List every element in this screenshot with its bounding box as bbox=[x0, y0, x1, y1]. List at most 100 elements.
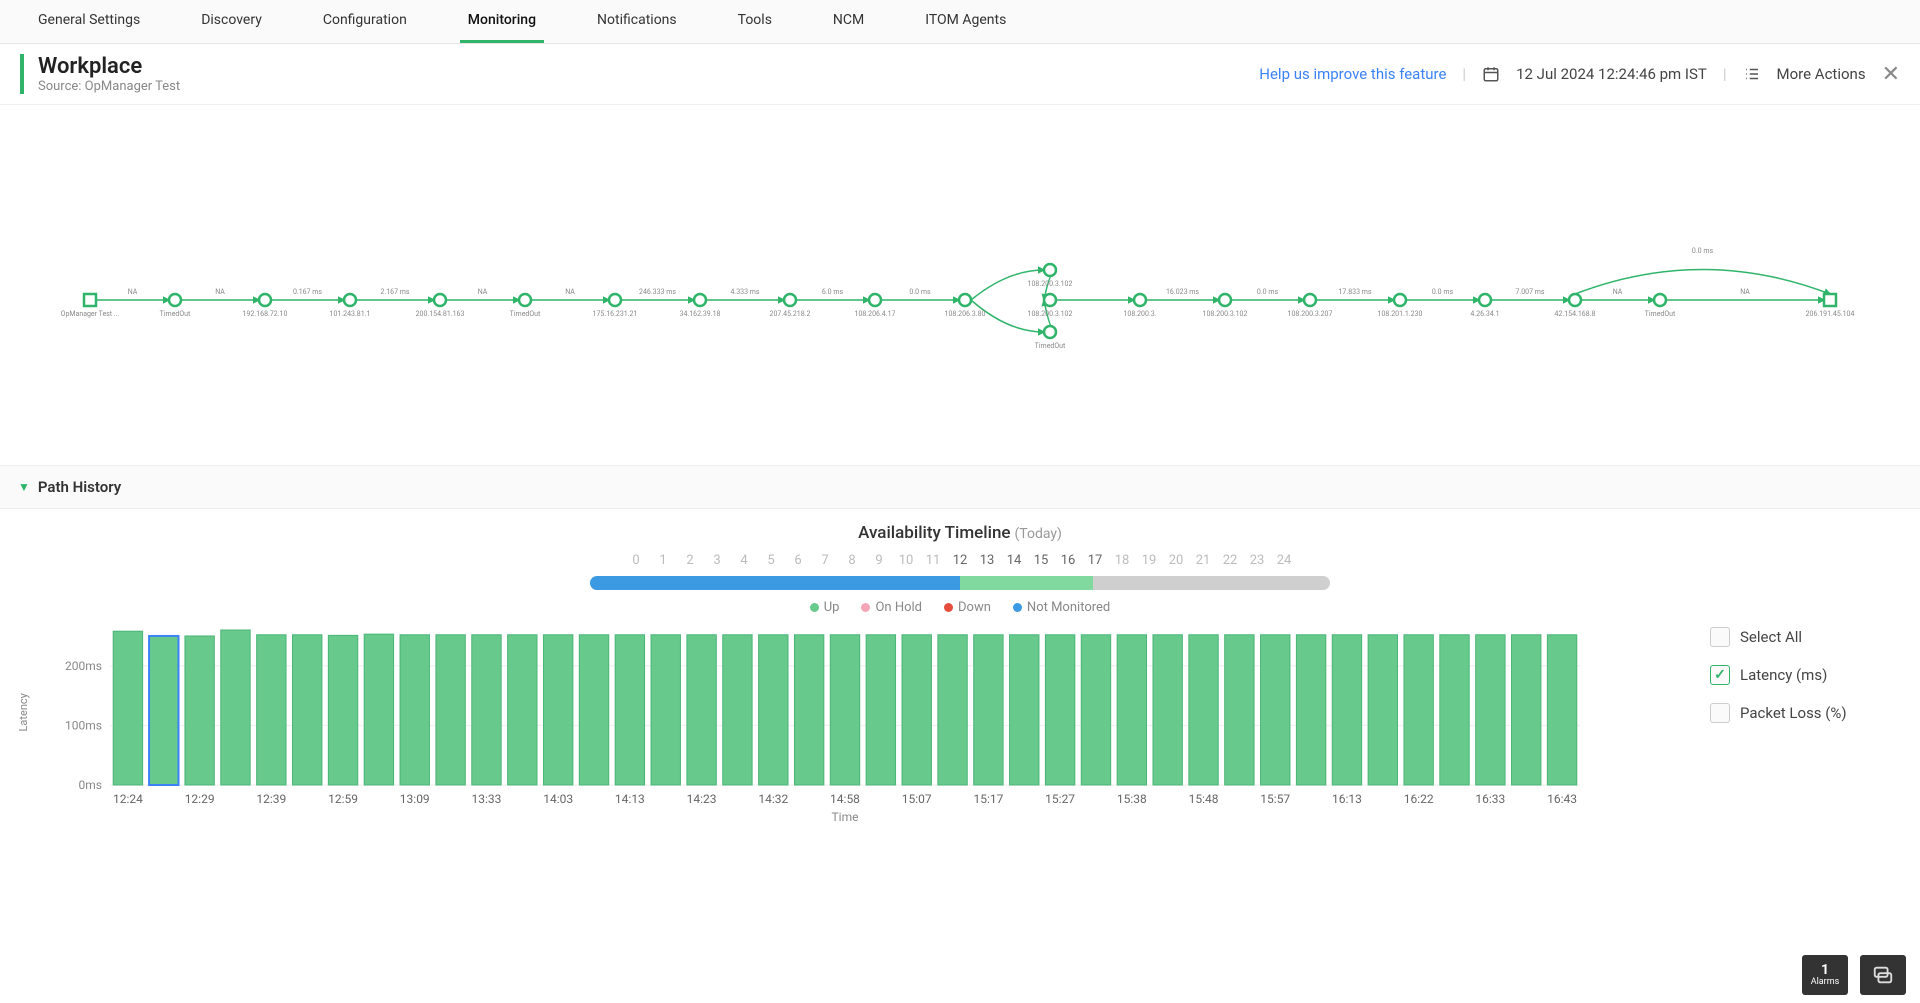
page-subtitle: Source: OpManager Test bbox=[38, 79, 180, 94]
checkbox-box[interactable] bbox=[1710, 627, 1730, 647]
help-link[interactable]: Help us improve this feature bbox=[1259, 65, 1446, 83]
network-path-diagram: NANA0.167 ms2.167 msNANA246.333 ms4.333 … bbox=[0, 105, 1920, 465]
svg-text:13:09: 13:09 bbox=[400, 792, 430, 806]
svg-text:0.0 ms: 0.0 ms bbox=[1692, 247, 1714, 255]
alarms-badge[interactable]: 1 Alarms bbox=[1802, 955, 1848, 995]
tab-ncm[interactable]: NCM bbox=[825, 0, 872, 43]
svg-text:NA: NA bbox=[1740, 288, 1750, 296]
chat-badge[interactable] bbox=[1860, 955, 1906, 995]
close-icon[interactable]: ✕ bbox=[1882, 62, 1900, 87]
hour-tick: 2 bbox=[679, 553, 701, 568]
tab-tools[interactable]: Tools bbox=[730, 0, 780, 43]
tab-itom-agents[interactable]: ITOM Agents bbox=[917, 0, 1014, 43]
hour-tick: 13 bbox=[976, 553, 998, 568]
svg-text:14:23: 14:23 bbox=[687, 792, 717, 806]
svg-text:108.200.3.102: 108.200.3.102 bbox=[1203, 310, 1248, 318]
alarms-label: Alarms bbox=[1811, 977, 1840, 987]
calendar-icon[interactable] bbox=[1482, 65, 1500, 83]
svg-text:13:33: 13:33 bbox=[472, 792, 502, 806]
legend-item: Down bbox=[944, 600, 991, 615]
hour-tick: 3 bbox=[706, 553, 728, 568]
svg-text:108.206.4.17: 108.206.4.17 bbox=[855, 310, 896, 318]
hour-tick: 9 bbox=[868, 553, 890, 568]
latency-chart: Latency 0ms100ms200ms12:2412:2912:3912:5… bbox=[40, 625, 1670, 825]
svg-text:14:03: 14:03 bbox=[543, 792, 573, 806]
availability-timeline: Availability Timeline (Today) 0123456789… bbox=[0, 509, 1920, 615]
svg-text:175.16.231.21: 175.16.231.21 bbox=[593, 310, 638, 318]
hour-tick: 17 bbox=[1084, 553, 1106, 568]
svg-text:42.154.168.8: 42.154.168.8 bbox=[1555, 310, 1596, 318]
svg-text:200.154.81.163: 200.154.81.163 bbox=[416, 310, 465, 318]
list-icon[interactable] bbox=[1743, 65, 1761, 83]
path-history-header[interactable]: ▼ Path History bbox=[0, 465, 1920, 509]
latency-chart-area: Latency 0ms100ms200ms12:2412:2912:3912:5… bbox=[0, 615, 1920, 825]
svg-text:16:22: 16:22 bbox=[1404, 792, 1434, 806]
svg-text:192.168.72.10: 192.168.72.10 bbox=[243, 310, 288, 318]
timeline-bar[interactable] bbox=[590, 576, 1330, 590]
separator: | bbox=[1462, 65, 1466, 83]
page-title: Workplace bbox=[38, 54, 180, 79]
svg-text:246.333 ms: 246.333 ms bbox=[639, 288, 676, 296]
timeline-segment[interactable] bbox=[1093, 576, 1330, 590]
hour-tick: 22 bbox=[1219, 553, 1241, 568]
svg-text:207.45.218.2: 207.45.218.2 bbox=[770, 310, 811, 318]
svg-text:TimedOut: TimedOut bbox=[160, 310, 191, 318]
availability-subtitle: (Today) bbox=[1014, 526, 1061, 542]
svg-text:16:33: 16:33 bbox=[1475, 792, 1505, 806]
more-actions-button[interactable]: More Actions bbox=[1777, 65, 1866, 83]
svg-text:2.167 ms: 2.167 ms bbox=[380, 288, 409, 296]
svg-text:12:39: 12:39 bbox=[256, 792, 286, 806]
svg-text:15:38: 15:38 bbox=[1117, 792, 1147, 806]
checkbox-label: Packet Loss (%) bbox=[1740, 704, 1847, 722]
hour-tick: 21 bbox=[1192, 553, 1214, 568]
hour-tick: 1 bbox=[652, 553, 674, 568]
svg-text:15:48: 15:48 bbox=[1189, 792, 1219, 806]
hour-tick: 20 bbox=[1165, 553, 1187, 568]
svg-text:16.023 ms: 16.023 ms bbox=[1166, 288, 1199, 296]
svg-text:108.200.3.102: 108.200.3.102 bbox=[1028, 310, 1073, 318]
metric-checkboxes: Select All Latency (ms) Packet Loss (%) bbox=[1670, 625, 1880, 825]
svg-text:12:59: 12:59 bbox=[328, 792, 358, 806]
tab-general-settings[interactable]: General Settings bbox=[30, 0, 148, 43]
svg-text:108.200.3.207: 108.200.3.207 bbox=[1288, 310, 1333, 318]
svg-text:15:07: 15:07 bbox=[902, 792, 932, 806]
checkbox-packet-loss-[interactable]: Packet Loss (%) bbox=[1710, 703, 1880, 723]
hour-scale: 0123456789101112131415161718192021222324 bbox=[0, 553, 1920, 568]
svg-text:12:24: 12:24 bbox=[113, 792, 143, 806]
tab-configuration[interactable]: Configuration bbox=[315, 0, 415, 43]
timeline-segment[interactable] bbox=[960, 576, 1093, 590]
checkbox-label: Latency (ms) bbox=[1740, 666, 1827, 684]
checkbox-label: Select All bbox=[1740, 628, 1802, 646]
header-actions: Help us improve this feature | 12 Jul 20… bbox=[1259, 62, 1900, 87]
svg-text:NA: NA bbox=[128, 288, 138, 296]
svg-text:108.201.1.230: 108.201.1.230 bbox=[1378, 310, 1423, 318]
separator: | bbox=[1723, 65, 1727, 83]
hour-tick: 8 bbox=[841, 553, 863, 568]
svg-text:14:58: 14:58 bbox=[830, 792, 860, 806]
hour-tick: 5 bbox=[760, 553, 782, 568]
svg-text:7.007 ms: 7.007 ms bbox=[1515, 288, 1544, 296]
svg-text:15:27: 15:27 bbox=[1045, 792, 1075, 806]
checkbox-select-all[interactable]: Select All bbox=[1710, 627, 1880, 647]
tab-discovery[interactable]: Discovery bbox=[193, 0, 270, 43]
checkbox-box[interactable] bbox=[1710, 665, 1730, 685]
legend-item: On Hold bbox=[861, 600, 922, 615]
checkbox-latency-ms-[interactable]: Latency (ms) bbox=[1710, 665, 1880, 685]
svg-text:16:13: 16:13 bbox=[1332, 792, 1362, 806]
tab-monitoring[interactable]: Monitoring bbox=[460, 0, 544, 43]
hour-tick: 19 bbox=[1138, 553, 1160, 568]
alarms-count: 1 bbox=[1821, 963, 1829, 977]
svg-text:17.833 ms: 17.833 ms bbox=[1338, 288, 1371, 296]
y-axis-label: Latency bbox=[17, 693, 30, 731]
checkbox-box[interactable] bbox=[1710, 703, 1730, 723]
svg-text:0.0 ms: 0.0 ms bbox=[909, 288, 931, 296]
hour-tick: 23 bbox=[1246, 553, 1268, 568]
svg-text:NA: NA bbox=[565, 288, 575, 296]
nav-tabs: General Settings Discovery Configuration Mo… bbox=[0, 0, 1920, 44]
svg-text:206.191.45.104: 206.191.45.104 bbox=[1806, 310, 1855, 318]
availability-title: Availability Timeline bbox=[858, 523, 1010, 543]
svg-text:108.200.3.: 108.200.3. bbox=[1123, 310, 1156, 318]
legend-dot bbox=[1013, 603, 1022, 612]
timeline-segment[interactable] bbox=[590, 576, 960, 590]
tab-notifications[interactable]: Notifications bbox=[589, 0, 685, 43]
